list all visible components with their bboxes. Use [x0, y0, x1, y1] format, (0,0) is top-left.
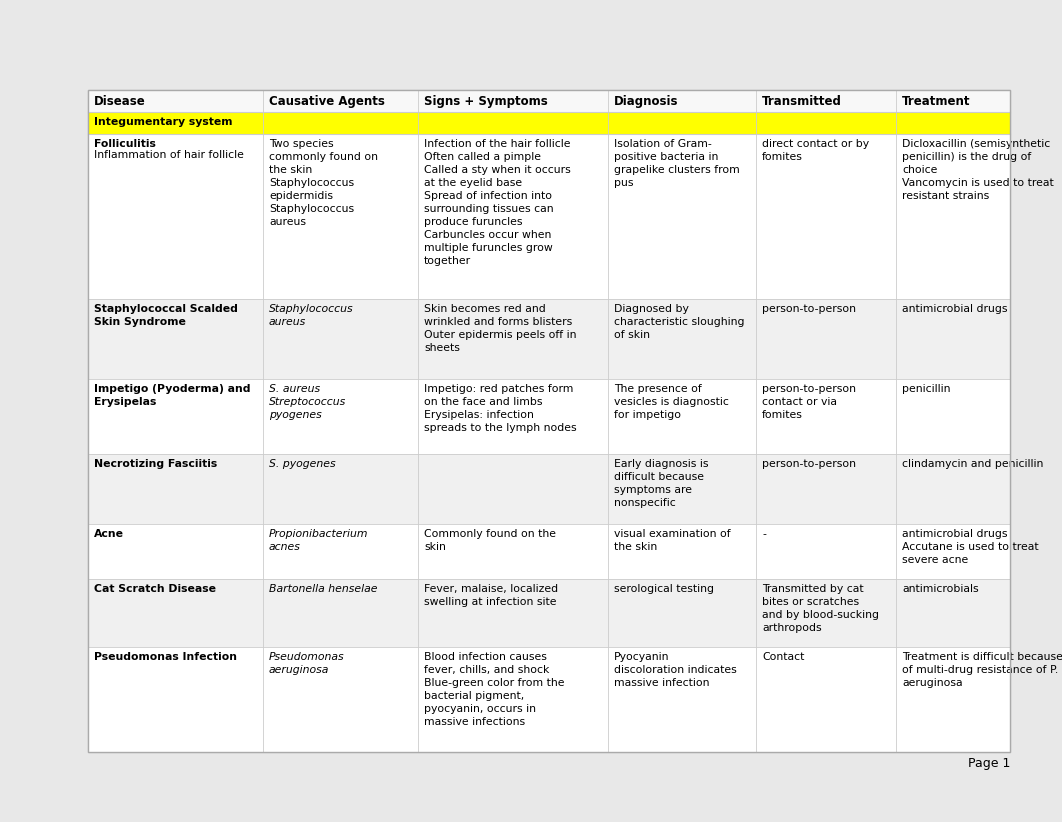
Bar — [88, 299, 1010, 379]
Text: penicillin: penicillin — [902, 384, 950, 394]
Text: Pyocyanin
discoloration indicates
massive infection: Pyocyanin discoloration indicates massiv… — [614, 652, 737, 688]
Text: person-to-person: person-to-person — [763, 459, 856, 469]
Text: Dicloxacillin (semisynthetic
penicillin) is the drug of
choice
Vancomycin is use: Dicloxacillin (semisynthetic penicillin)… — [902, 139, 1054, 201]
Text: serological testing: serological testing — [614, 584, 714, 594]
Text: Commonly found on the
skin: Commonly found on the skin — [424, 529, 556, 552]
Text: Contact: Contact — [763, 652, 804, 662]
Text: Transmitted: Transmitted — [763, 95, 842, 108]
Text: Acne: Acne — [95, 529, 124, 539]
Text: Treatment: Treatment — [902, 95, 971, 108]
Text: clindamycin and penicillin: clindamycin and penicillin — [902, 459, 1043, 469]
Bar — [88, 379, 1010, 454]
Bar — [88, 90, 1010, 752]
Text: Pseudomonas
aeruginosa: Pseudomonas aeruginosa — [269, 652, 345, 675]
Text: Infection of the hair follicle
Often called a pimple
Called a sty when it occurs: Infection of the hair follicle Often cal… — [424, 139, 570, 266]
Text: Integumentary system: Integumentary system — [95, 117, 233, 127]
Text: Necrotizing Fasciitis: Necrotizing Fasciitis — [95, 459, 218, 469]
Text: Staphylococcal Scalded
Skin Syndrome: Staphylococcal Scalded Skin Syndrome — [95, 304, 238, 327]
Text: person-to-person: person-to-person — [763, 304, 856, 314]
Bar — [88, 579, 1010, 647]
Text: Pseudomonas Infection: Pseudomonas Infection — [95, 652, 237, 662]
Text: Diagnosed by
characteristic sloughing
of skin: Diagnosed by characteristic sloughing of… — [614, 304, 744, 340]
Bar — [88, 112, 1010, 134]
Text: antimicrobial drugs
Accutane is used to treat
severe acne: antimicrobial drugs Accutane is used to … — [902, 529, 1039, 565]
Bar — [88, 90, 1010, 112]
Text: antimicrobials: antimicrobials — [902, 584, 978, 594]
Bar — [88, 90, 1010, 752]
Text: Impetigo: red patches form
on the face and limbs
Erysipelas: infection
spreads t: Impetigo: red patches form on the face a… — [424, 384, 577, 433]
Text: visual examination of
the skin: visual examination of the skin — [614, 529, 731, 552]
Text: Causative Agents: Causative Agents — [269, 95, 384, 108]
Text: Transmitted by cat
bites or scratches
and by blood-sucking
arthropods: Transmitted by cat bites or scratches an… — [763, 584, 879, 633]
Text: antimicrobial drugs: antimicrobial drugs — [902, 304, 1008, 314]
Text: Propionibacterium
acnes: Propionibacterium acnes — [269, 529, 369, 552]
Text: Impetigo (Pyoderma) and
Erysipelas: Impetigo (Pyoderma) and Erysipelas — [95, 384, 251, 407]
Text: Page 1: Page 1 — [967, 757, 1010, 770]
Text: S. aureus
Streptococcus
pyogenes: S. aureus Streptococcus pyogenes — [269, 384, 346, 420]
Text: The presence of
vesicles is diagnostic
for impetigo: The presence of vesicles is diagnostic f… — [614, 384, 729, 420]
Bar — [88, 647, 1010, 752]
Text: Diagnosis: Diagnosis — [614, 95, 679, 108]
Text: person-to-person
contact or via
fomites: person-to-person contact or via fomites — [763, 384, 856, 420]
Text: Disease: Disease — [95, 95, 145, 108]
Text: Folliculitis: Folliculitis — [95, 139, 156, 149]
Text: Cat Scratch Disease: Cat Scratch Disease — [95, 584, 216, 594]
Text: Signs + Symptoms: Signs + Symptoms — [424, 95, 548, 108]
Text: Two species
commonly found on
the skin
Staphylococcus
epidermidis
Staphylococcus: Two species commonly found on the skin S… — [269, 139, 378, 227]
Bar — [88, 524, 1010, 579]
Text: Isolation of Gram-
positive bacteria in
grapelike clusters from
pus: Isolation of Gram- positive bacteria in … — [614, 139, 740, 188]
Text: Early diagnosis is
difficult because
symptoms are
nonspecific: Early diagnosis is difficult because sym… — [614, 459, 708, 508]
Bar — [88, 454, 1010, 524]
Text: -: - — [763, 529, 766, 539]
Bar — [88, 134, 1010, 299]
Text: S. pyogenes: S. pyogenes — [269, 459, 336, 469]
Text: Blood infection causes
fever, chills, and shock
Blue-green color from the
bacter: Blood infection causes fever, chills, an… — [424, 652, 565, 727]
Text: Bartonella henselae: Bartonella henselae — [269, 584, 377, 594]
Text: Staphylococcus
aureus: Staphylococcus aureus — [269, 304, 354, 327]
Text: Skin becomes red and
wrinkled and forms blisters
Outer epidermis peels off in
sh: Skin becomes red and wrinkled and forms … — [424, 304, 577, 353]
Text: Fever, malaise, localized
swelling at infection site: Fever, malaise, localized swelling at in… — [424, 584, 559, 607]
Text: direct contact or by
fomites: direct contact or by fomites — [763, 139, 869, 162]
Text: Inflammation of hair follicle: Inflammation of hair follicle — [95, 150, 244, 160]
Text: Treatment is difficult because
of multi-drug resistance of P.
aeruginosa: Treatment is difficult because of multi-… — [902, 652, 1062, 688]
